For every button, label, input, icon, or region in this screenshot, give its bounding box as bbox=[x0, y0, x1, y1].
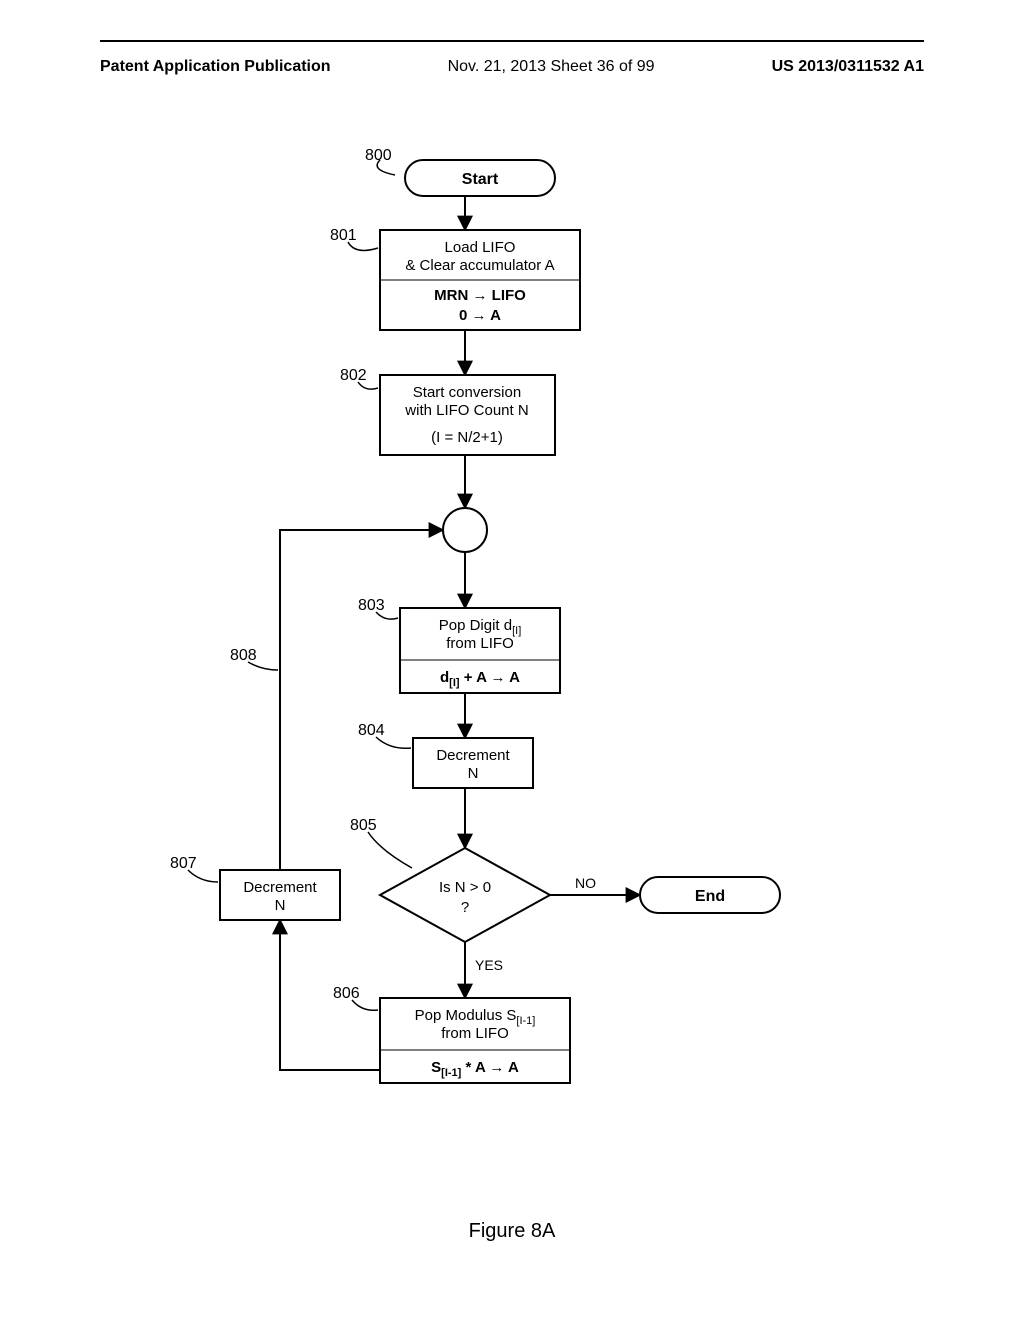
n807-line1: Decrement bbox=[243, 879, 317, 896]
n805-line1: Is N > 0 bbox=[439, 879, 491, 896]
ref-804: 804 bbox=[358, 722, 385, 739]
n801-line4: 0 → A bbox=[459, 307, 501, 324]
node-start: Start bbox=[405, 160, 555, 196]
flowchart: Start 800 Load LIFO & Clear accumulator … bbox=[0, 130, 1024, 1190]
node-806: Pop Modulus S[I-1] from LIFO S[I-1] * A … bbox=[380, 998, 570, 1083]
node-802: Start conversion with LIFO Count N (I = … bbox=[380, 375, 555, 455]
figure-label: Figure 8A bbox=[0, 1220, 1024, 1243]
n806-line2: from LIFO bbox=[441, 1025, 509, 1042]
node-805: Is N > 0 ? bbox=[380, 848, 550, 942]
header-sheet: Nov. 21, 2013 Sheet 36 of 99 bbox=[448, 58, 655, 76]
n804-line2: N bbox=[468, 765, 479, 782]
page-header: Patent Application Publication Nov. 21, … bbox=[0, 58, 1024, 76]
ref-805: 805 bbox=[350, 817, 377, 834]
header-rule bbox=[100, 40, 924, 42]
n801-line2: & Clear accumulator A bbox=[405, 257, 554, 274]
n801-line3: MRN → LIFO bbox=[434, 287, 526, 304]
n802-line2: with LIFO Count N bbox=[404, 402, 528, 419]
n804-line1: Decrement bbox=[436, 747, 510, 764]
n803-line2: from LIFO bbox=[446, 635, 514, 652]
ref-808: 808 bbox=[230, 647, 257, 664]
node-end: End bbox=[640, 877, 780, 913]
label-no: NO bbox=[575, 875, 596, 891]
n801-line1: Load LIFO bbox=[445, 239, 516, 256]
node-801: Load LIFO & Clear accumulator A MRN → LI… bbox=[380, 230, 580, 330]
leader-805 bbox=[368, 832, 412, 868]
label-yes: YES bbox=[475, 957, 503, 973]
node-803: Pop Digit d[I] from LIFO d[I] + A → A bbox=[400, 608, 560, 693]
node-807: Decrement N bbox=[220, 870, 340, 920]
n802-line1: Start conversion bbox=[413, 384, 521, 401]
ref-806: 806 bbox=[333, 985, 360, 1002]
edge-806-807 bbox=[280, 920, 380, 1070]
ref-801: 801 bbox=[330, 227, 357, 244]
node-804: Decrement N bbox=[413, 738, 533, 788]
ref-807: 807 bbox=[170, 855, 197, 872]
ref-803: 803 bbox=[358, 597, 385, 614]
start-label: Start bbox=[462, 171, 499, 188]
n807-line2: N bbox=[275, 897, 286, 914]
n802-line3: (I = N/2+1) bbox=[431, 429, 503, 446]
header-patent-number: US 2013/0311532 A1 bbox=[772, 58, 924, 76]
ref-802: 802 bbox=[340, 367, 367, 384]
n805-line2: ? bbox=[461, 899, 469, 916]
end-label: End bbox=[695, 888, 725, 905]
junction-node bbox=[443, 508, 487, 552]
header-publication: Patent Application Publication bbox=[100, 58, 331, 76]
